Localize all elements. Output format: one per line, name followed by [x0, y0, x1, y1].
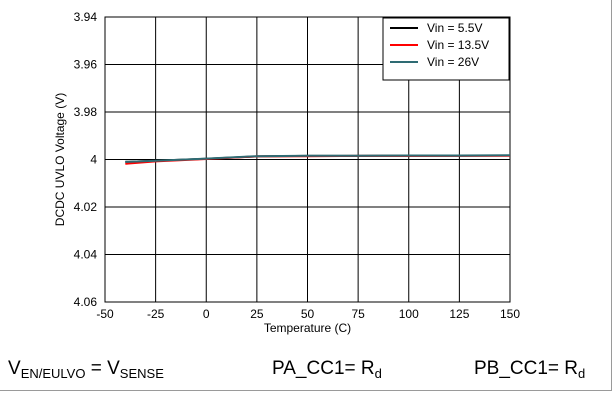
uvlo-temperature-chart: -50 -25 0 25 50 75 100 125 150 3.94 3.96 3.98 4 4.02 4…	[53, 10, 520, 335]
x-tick-label: 150	[500, 307, 520, 321]
x-tick-label: 50	[301, 307, 315, 321]
cond1-equals: = V	[85, 358, 120, 379]
y-tick-label: 3.96	[74, 58, 98, 72]
x-tick-label: 0	[203, 307, 210, 321]
plot-border	[104, 16, 511, 303]
legend-label: Vin = 5.5V	[427, 21, 483, 35]
y-tick-label: 4.04	[74, 248, 98, 262]
cond1-v: V	[8, 358, 21, 379]
legend-label: Vin = 13.5V	[427, 38, 489, 52]
x-axis-label: Temperature (C)	[264, 321, 351, 335]
legend-label: Vin = 26V	[427, 55, 479, 69]
y-axis-label: DCDC UVLO Voltage (V)	[53, 93, 67, 226]
x-tick-label: -50	[96, 307, 114, 321]
cond2-subscript: d	[374, 366, 382, 381]
cond1-subscript-sense: SENSE	[119, 366, 164, 381]
y-tick-label: 3.98	[74, 105, 98, 119]
y-tick-label: 3.94	[74, 10, 98, 24]
y-tick-label: 4	[90, 153, 97, 167]
cond2-text: PA_CC1= R	[272, 358, 375, 379]
condition-ven-vsense: VEN/EULVO = VSENSE	[8, 358, 164, 381]
x-tick-label: -25	[147, 307, 165, 321]
x-tick-label: 100	[399, 307, 419, 321]
series-line	[125, 154, 511, 163]
x-tick-label: 25	[250, 307, 264, 321]
y-tick-label: 4.02	[74, 200, 98, 214]
y-tick-label: 4.06	[74, 295, 98, 309]
cond1-subscript: EN/EULVO	[20, 366, 86, 381]
cond3-subscript: d	[578, 366, 586, 381]
cond3-text: PB_CC1= R	[474, 358, 579, 379]
condition-pa-cc1: PA_CC1= Rd	[272, 358, 382, 381]
condition-pb-cc1: PB_CC1= Rd	[474, 358, 585, 381]
x-tick-label: 75	[351, 307, 365, 321]
x-tick-label: 125	[449, 307, 469, 321]
